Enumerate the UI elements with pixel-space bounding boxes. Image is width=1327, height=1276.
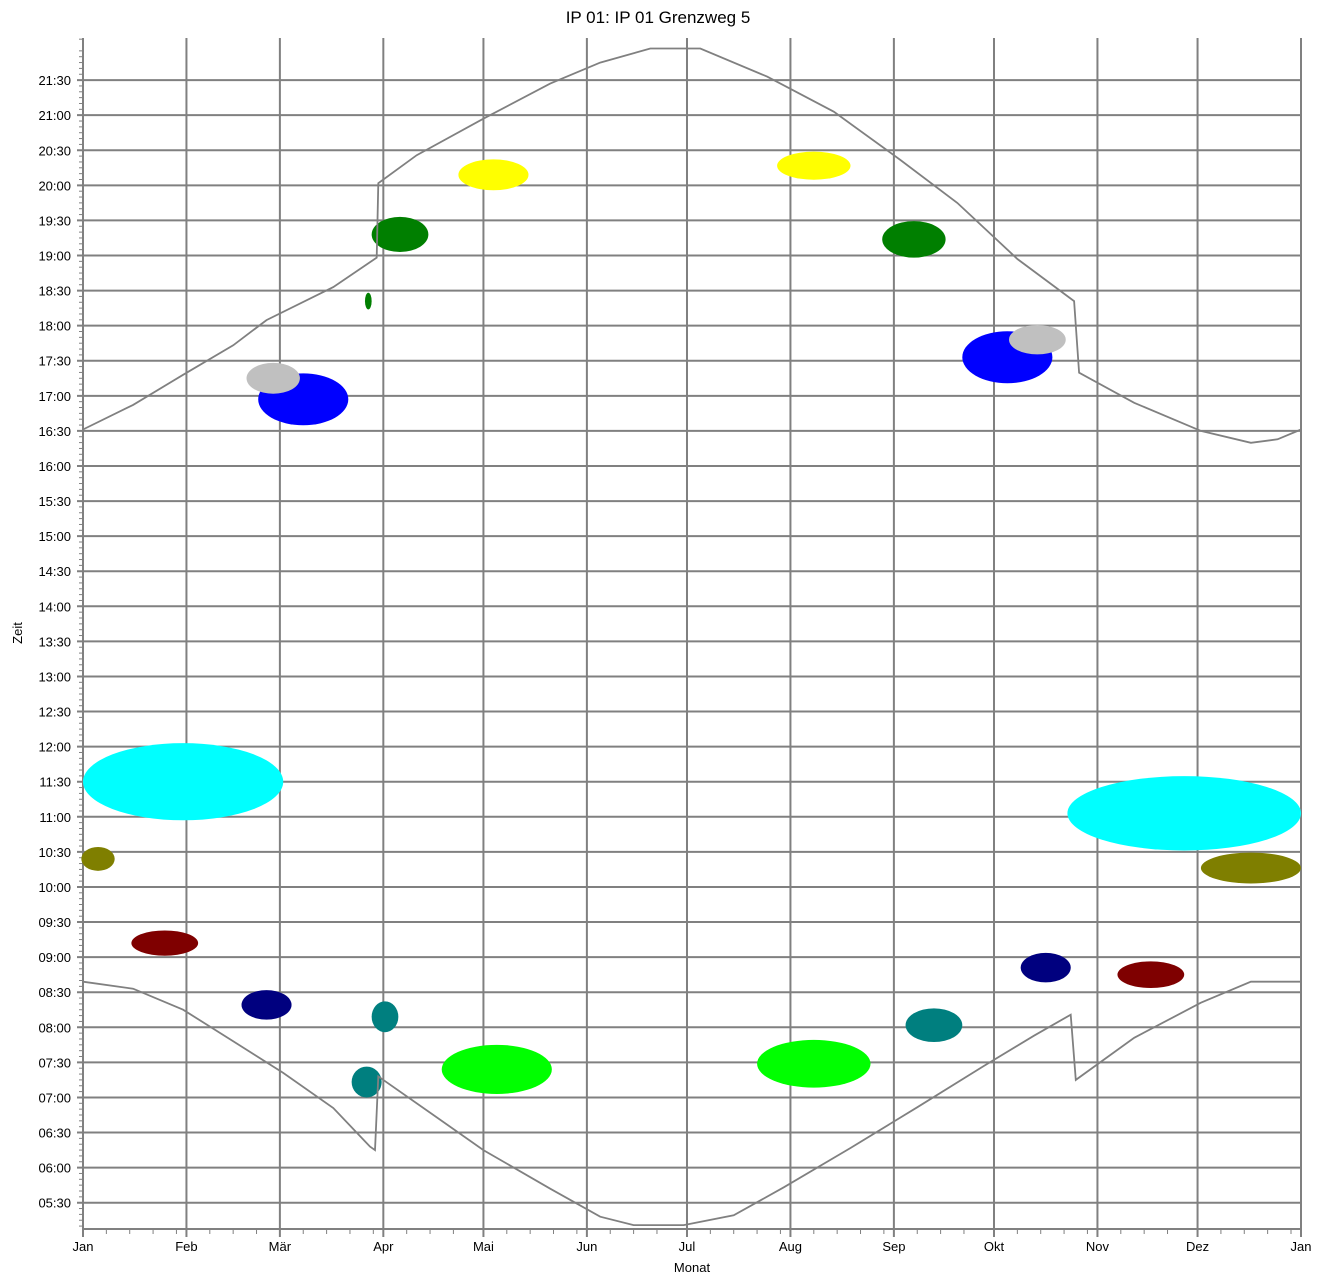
y-tick-label: 14:00 xyxy=(38,599,71,614)
y-tick-label: 06:30 xyxy=(38,1126,71,1141)
y-tick-label: 15:00 xyxy=(38,529,71,544)
x-tick-label: Okt xyxy=(984,1239,1005,1254)
y-tick-label: 21:00 xyxy=(38,108,71,123)
glare-area xyxy=(371,216,429,252)
y-tick-label: 11:30 xyxy=(39,775,71,790)
chart-title: IP 01: IP 01 Grenzweg 5 xyxy=(566,8,751,27)
glare-area xyxy=(351,1066,382,1098)
y-tick-label: 09:00 xyxy=(38,950,71,965)
minor-ticks xyxy=(79,38,1292,1234)
x-tick-label: Dez xyxy=(1186,1239,1209,1254)
y-tick-label: 16:30 xyxy=(38,424,71,439)
glare-area xyxy=(241,990,292,1020)
y-tick-label: 06:00 xyxy=(38,1161,71,1176)
y-tick-label: 13:00 xyxy=(38,669,71,684)
x-tick-label: Jan xyxy=(1291,1239,1312,1254)
glare-area xyxy=(81,846,115,871)
glare-area xyxy=(458,159,529,191)
y-tick-label: 11:00 xyxy=(39,810,71,825)
y-tick-label: 09:30 xyxy=(38,915,71,930)
glare-area xyxy=(246,362,300,394)
y-tick-label: 20:30 xyxy=(38,143,71,158)
y-tick-label: 15:30 xyxy=(38,494,71,509)
glare-area xyxy=(1020,952,1071,983)
y-tick-label: 19:00 xyxy=(38,249,71,264)
glare-area xyxy=(131,930,199,956)
y-tick-label: 18:00 xyxy=(38,319,71,334)
glare-area xyxy=(1200,852,1301,884)
glare-area xyxy=(371,1001,399,1033)
x-tick-label: Apr xyxy=(373,1239,394,1254)
y-tick-labels: 05:30 06:00 06:30 07:00 07:30 08:00 08:30 09:00… xyxy=(38,73,71,1211)
x-tick-label: Feb xyxy=(175,1239,197,1254)
y-tick-label: 08:00 xyxy=(38,1020,71,1035)
y-tick-label: 14:30 xyxy=(38,564,71,579)
glare-area xyxy=(1117,961,1185,988)
y-tick-label: 10:00 xyxy=(38,880,71,895)
glare-area xyxy=(83,743,284,821)
glare-area xyxy=(441,1044,552,1094)
x-tick-label: Sep xyxy=(882,1239,905,1254)
y-tick-label: 21:30 xyxy=(38,73,71,88)
x-tick-label: Mär xyxy=(269,1239,292,1254)
glare-area xyxy=(1067,776,1301,851)
glare-area xyxy=(777,151,851,180)
x-tick-label: Nov xyxy=(1086,1239,1110,1254)
y-tick-label: 13:30 xyxy=(38,634,71,649)
glare-areas xyxy=(81,151,1301,1098)
y-tick-label: 19:30 xyxy=(38,213,71,228)
glare-area xyxy=(364,292,372,310)
y-tick-label: 05:30 xyxy=(38,1196,71,1211)
x-tick-label: Mai xyxy=(473,1239,494,1254)
y-tick-label: 16:00 xyxy=(38,459,71,474)
y-tick-label: 10:30 xyxy=(38,845,71,860)
x-axis-title: Monat xyxy=(674,1260,711,1275)
glare-area xyxy=(905,1008,963,1043)
y-tick-label: 12:00 xyxy=(38,740,71,755)
sun-lines xyxy=(82,47,1302,1226)
x-tick-label: Aug xyxy=(779,1239,802,1254)
sunrise-line xyxy=(82,980,1301,1226)
y-tick-label: 17:00 xyxy=(38,389,71,404)
y-tick-label: 18:30 xyxy=(38,284,71,299)
y-tick-label: 17:30 xyxy=(38,354,71,369)
y-tick-label: 07:30 xyxy=(38,1055,71,1070)
x-tick-label: Jun xyxy=(576,1239,597,1254)
y-axis-title: Zeit xyxy=(10,622,25,644)
x-tick-label: Jul xyxy=(679,1239,696,1254)
grid xyxy=(77,38,1302,1237)
y-tick-label: 07:00 xyxy=(38,1090,71,1105)
glare-area xyxy=(882,221,946,258)
y-tick-label: 12:30 xyxy=(38,705,71,720)
glare-area xyxy=(1009,324,1066,355)
x-tick-labels: Jan Feb Mär Apr Mai Jun Jul Aug Sep Okt Nov Dez Jan xyxy=(73,1239,1312,1254)
y-tick-label: 20:00 xyxy=(38,178,71,193)
glare-area xyxy=(757,1039,871,1088)
x-tick-label: Jan xyxy=(73,1239,94,1254)
y-tick-label: 08:30 xyxy=(38,985,71,1000)
sunset-line xyxy=(82,47,1302,444)
